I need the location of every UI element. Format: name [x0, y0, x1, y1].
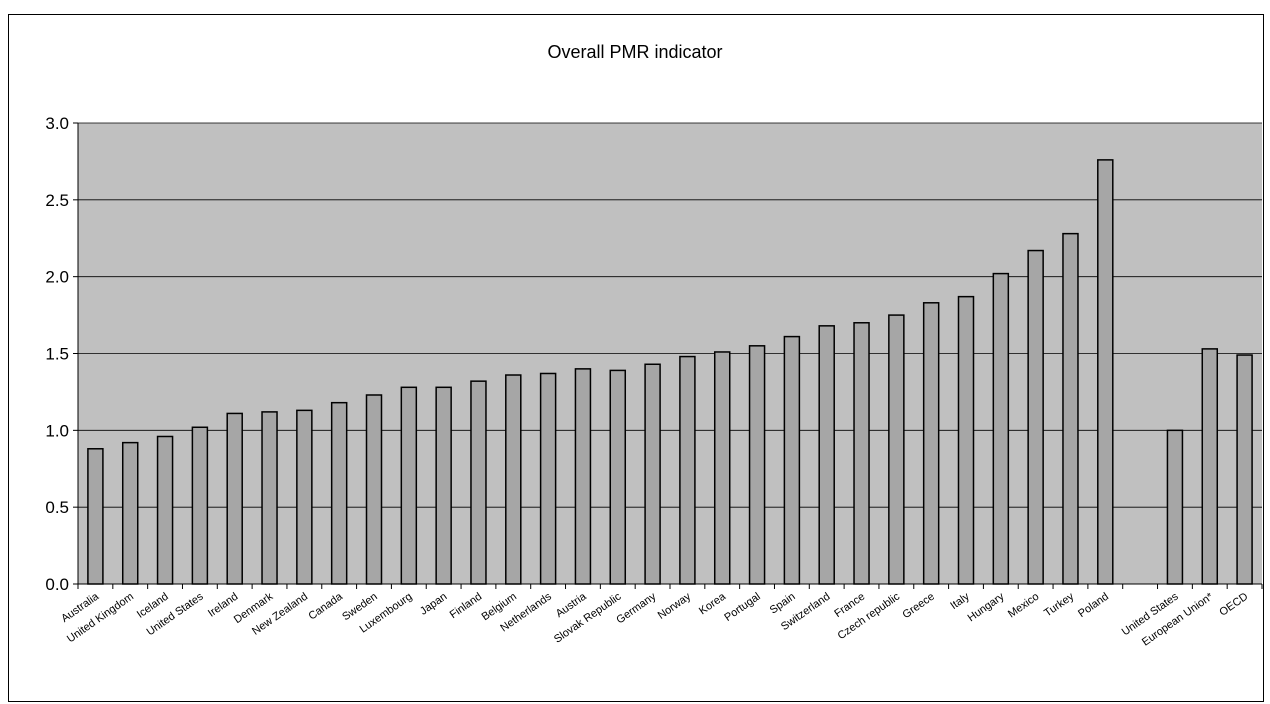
bar: [679, 355, 696, 585]
y-tick-label: 2.5: [45, 191, 69, 210]
bar: [400, 386, 418, 585]
bar: [1201, 348, 1219, 585]
bar: [261, 411, 278, 585]
bar: [539, 372, 557, 585]
bar: [992, 272, 1010, 585]
bar: [470, 380, 487, 585]
bar: [957, 295, 975, 585]
bar: [365, 394, 383, 585]
x-tick-label: Canada: [306, 590, 345, 622]
bar: [1062, 232, 1079, 585]
bar: [505, 374, 522, 585]
bar: [853, 322, 870, 585]
x-tick-label: Hungary: [966, 590, 1007, 624]
x-tick-label: Czech republic: [836, 590, 903, 642]
x-tick-label: Japan: [418, 591, 449, 618]
y-tick-label: 0.5: [45, 498, 69, 517]
bar: [121, 441, 139, 585]
y-tick-label: 1.0: [45, 421, 69, 440]
bar: [922, 302, 940, 585]
bars: [87, 159, 1253, 585]
bar: [713, 351, 731, 585]
bar: [1027, 249, 1044, 585]
bar: [609, 369, 627, 585]
bar: [156, 435, 174, 585]
bar: [818, 325, 835, 585]
x-tick-label: Finland: [448, 591, 484, 622]
bar: [226, 412, 243, 585]
y-tick-label: 2.0: [45, 268, 69, 287]
bar: [296, 409, 313, 585]
y-tick-label: 3.0: [45, 114, 69, 133]
bar: [1236, 354, 1253, 585]
bar: [191, 426, 209, 585]
x-tick-label: Italy: [948, 590, 972, 612]
bar: [87, 448, 104, 585]
x-tick-label: Portugal: [722, 591, 762, 624]
bar: [330, 401, 348, 585]
bar: [748, 345, 766, 585]
x-tick-label: Germany: [614, 590, 658, 626]
bar: [1097, 159, 1114, 585]
bar: [644, 363, 661, 585]
x-tick-label: Turkey: [1042, 590, 1076, 619]
y-tick-label: 0.0: [45, 575, 69, 594]
bar: [574, 368, 592, 585]
x-tick-label: OECD: [1217, 591, 1250, 619]
x-tick-label: Mexico: [1006, 591, 1041, 621]
x-tick-label: Norway: [656, 590, 694, 622]
bar: [783, 335, 801, 585]
bar: [1166, 429, 1184, 585]
bar: [435, 386, 452, 585]
bar: [888, 314, 905, 585]
x-tick-label: Greece: [900, 591, 936, 622]
x-tick-label: Poland: [1076, 591, 1111, 620]
y-axis-ticks: 0.0 0.5 1.0 1.5 2.0 2.5 3.0: [45, 114, 79, 594]
chart-title: Overall PMR indicator: [547, 42, 723, 62]
y-tick-label: 1.5: [45, 345, 69, 364]
